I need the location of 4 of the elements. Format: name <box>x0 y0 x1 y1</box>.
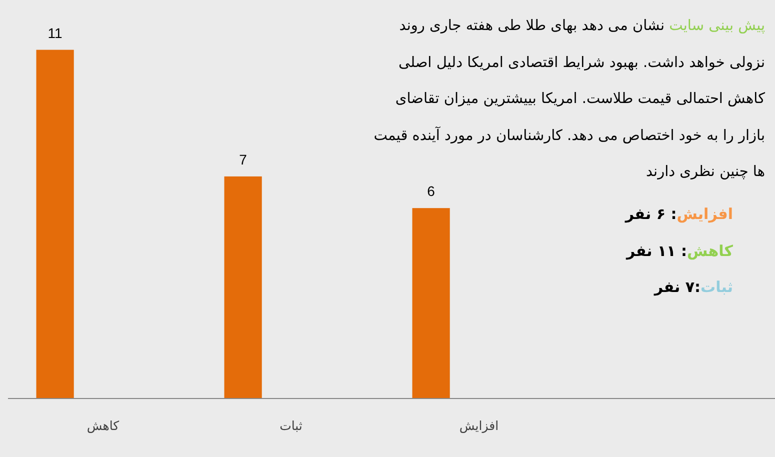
annotation: کاهش: ۱۱ نفر <box>625 240 733 262</box>
annotation: ثبات:۷ نفر <box>652 277 733 298</box>
annotation: افزایش: ۶ نفر <box>625 204 733 225</box>
title-subtitle: پیش بینی سایت نشان می دهد بهای طلا طی هفته جاری روند نزولی خواهد داشت. بهبود شرایط اقتصادی امریکا دلیل اصلی کاهش احتمالی قیمت طلاست. امریکا بییشترین میزان تقاضای بازار را به خود اختصاص می دهد. کارشناسان در مورد آینده قیمت ها چنین نظری دارند <box>373 17 765 182</box>
